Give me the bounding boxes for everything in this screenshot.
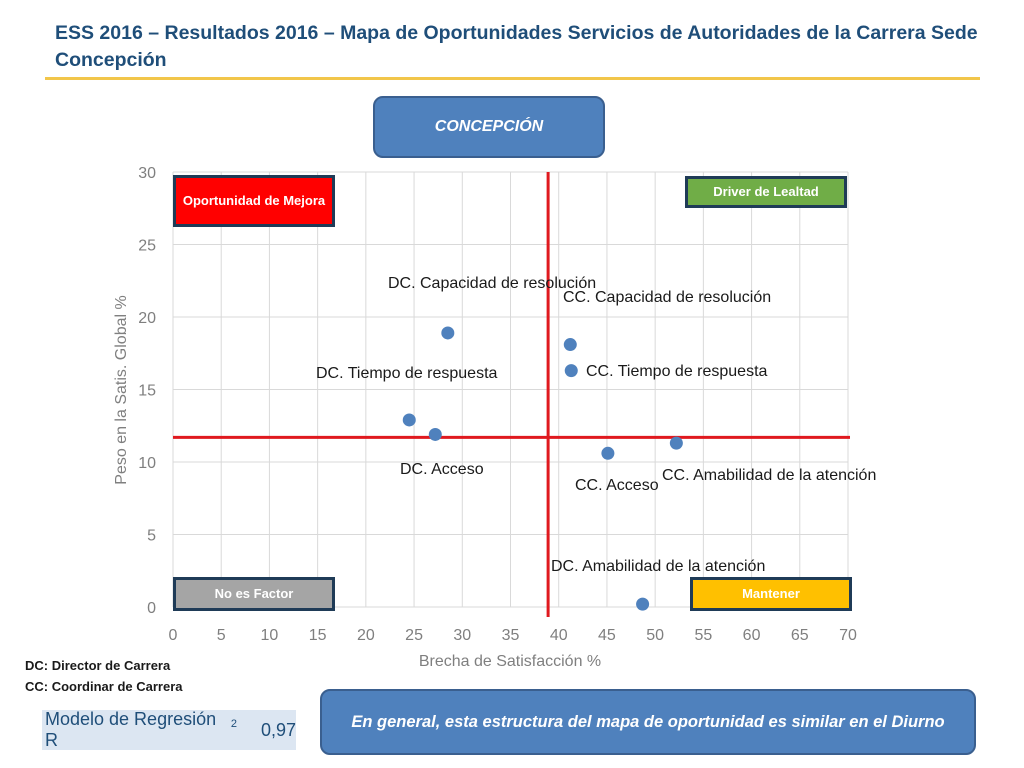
data-point[interactable] [402, 413, 416, 427]
x-tick-label: 40 [550, 627, 568, 644]
data-point[interactable] [441, 326, 455, 340]
chart-grid [172, 171, 849, 608]
x-tick-label: 60 [743, 627, 761, 644]
data-point[interactable] [564, 364, 578, 378]
data-point[interactable] [669, 436, 683, 450]
data-point[interactable] [636, 597, 650, 611]
x-axis-label: Brecha de Satisfacción % [419, 653, 601, 670]
x-tick-label: 55 [694, 627, 712, 644]
x-tick-label: 25 [405, 627, 423, 644]
y-tick-label: 5 [147, 528, 156, 545]
legend-cc: CC: Coordinar de Carrera [25, 679, 183, 694]
conclusion-box: En general, esta estructura del mapa de … [320, 689, 976, 755]
abbreviation-legend: DC: Director de Carrera CC: Coordinar de… [25, 655, 182, 697]
x-tick-label: 65 [791, 627, 809, 644]
regression-model-box: Modelo de Regresión R 2 0,97 [42, 709, 296, 750]
y-tick-label: 0 [147, 600, 156, 617]
point-label: DC. Tiempo de respuesta [316, 365, 498, 382]
point-label: CC. Acceso [575, 477, 659, 494]
x-tick-label: 0 [169, 627, 178, 644]
quadrant-loyalty-driver-label: Driver de Lealtad [685, 176, 847, 208]
regression-superscript: 2 [230, 718, 237, 730]
data-point[interactable] [428, 427, 442, 441]
y-tick-label: 15 [138, 383, 156, 400]
x-tick-label: 45 [598, 627, 616, 644]
legend-dc: DC: Director de Carrera [25, 658, 171, 673]
slide-title: ESS 2016 – Resultados 2016 – Mapa de Opo… [55, 22, 978, 71]
point-label: DC. Capacidad de resolución [388, 275, 597, 292]
data-point[interactable] [601, 446, 615, 460]
point-label: CC. Capacidad de resolución [563, 289, 772, 306]
quadrant-not-factor-label: No es Factor [173, 577, 335, 611]
regression-value: 0,97 [260, 719, 296, 740]
data-points [402, 326, 683, 611]
x-tick-label: 35 [502, 627, 520, 644]
y-tick-label: 30 [138, 165, 156, 182]
y-tick-label: 20 [138, 310, 156, 327]
axis-ticks: 0 5 10 15 20 25 30 35 40 45 50 55 60 65 70 0 5 10 15 20 25 30 [138, 165, 857, 644]
y-tick-label: 10 [138, 455, 156, 472]
quadrant-opportunity-label: Oportunidad de Mejora [173, 175, 335, 227]
x-tick-label: 70 [839, 627, 857, 644]
title-underline [45, 77, 980, 80]
x-tick-label: 20 [357, 627, 375, 644]
data-point[interactable] [563, 338, 577, 352]
x-tick-label: 50 [646, 627, 664, 644]
reference-lines [173, 172, 850, 617]
x-tick-label: 5 [217, 627, 226, 644]
x-tick-label: 10 [261, 627, 279, 644]
point-label: DC. Acceso [400, 461, 484, 478]
point-label: DC. Amabilidad de la atención [551, 558, 766, 575]
region-label-box: CONCEPCIÓN [373, 96, 605, 158]
quadrant-maintain-label: Mantener [690, 577, 852, 611]
y-axis-label: Peso en la Satis. Global % [113, 295, 130, 484]
x-tick-label: 30 [453, 627, 471, 644]
point-label: CC. Amabilidad de la atención [662, 467, 877, 484]
y-tick-label: 25 [138, 238, 156, 255]
point-label: CC. Tiempo de respuesta [586, 363, 768, 380]
x-tick-label: 15 [309, 627, 327, 644]
regression-label: Modelo de Regresión R [45, 709, 217, 750]
